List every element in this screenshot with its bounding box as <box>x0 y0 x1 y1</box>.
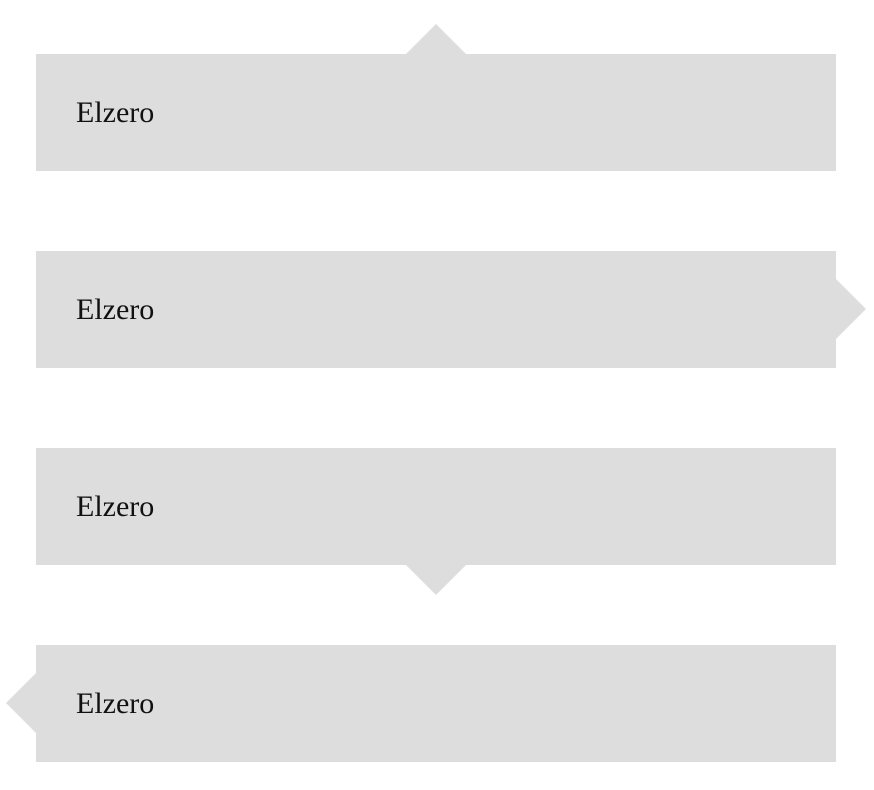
box-label: Elzero <box>76 293 155 326</box>
up-arrow-pointer <box>406 24 466 54</box>
left-arrow-pointer <box>6 673 36 733</box>
arrow-box-right: Elzero <box>36 251 866 368</box>
box-label: Elzero <box>76 96 155 129</box>
right-arrow-pointer <box>836 279 866 339</box>
box-label: Elzero <box>76 687 155 720</box>
down-arrow-pointer <box>406 565 466 595</box>
arrow-box-down: Elzero <box>36 448 836 595</box>
arrow-box-up: Elzero <box>36 24 836 171</box>
arrow-box-left: Elzero <box>6 645 836 762</box>
box-label: Elzero <box>76 490 155 523</box>
